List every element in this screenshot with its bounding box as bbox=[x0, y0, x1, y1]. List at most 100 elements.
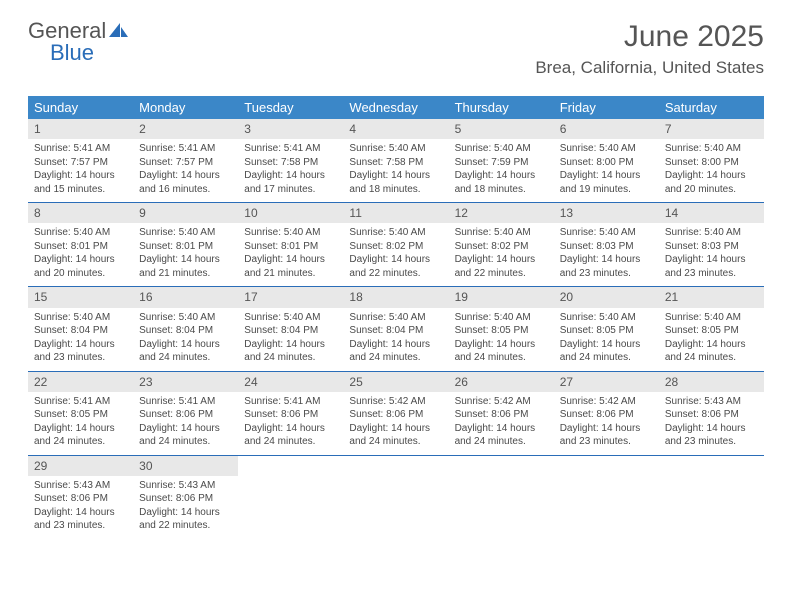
day-body: Sunrise: 5:41 AMSunset: 7:57 PMDaylight:… bbox=[133, 142, 238, 196]
day-cell: 11Sunrise: 5:40 AMSunset: 8:02 PMDayligh… bbox=[343, 203, 448, 286]
day-number: 17 bbox=[238, 287, 343, 307]
sunset-line: Sunset: 8:06 PM bbox=[34, 492, 127, 506]
daylight-line: Daylight: 14 hours and 23 minutes. bbox=[665, 253, 758, 280]
sunrise-line: Sunrise: 5:41 AM bbox=[34, 142, 127, 156]
daylight-line: Daylight: 14 hours and 24 minutes. bbox=[455, 422, 548, 449]
day-body: Sunrise: 5:40 AMSunset: 8:05 PMDaylight:… bbox=[554, 311, 659, 365]
day-number: 21 bbox=[659, 287, 764, 307]
daylight-line: Daylight: 14 hours and 24 minutes. bbox=[455, 338, 548, 365]
day-body: Sunrise: 5:40 AMSunset: 8:00 PMDaylight:… bbox=[659, 142, 764, 196]
sunrise-line: Sunrise: 5:40 AM bbox=[560, 142, 653, 156]
empty-cell bbox=[449, 456, 554, 539]
day-number: 20 bbox=[554, 287, 659, 307]
sunset-line: Sunset: 8:05 PM bbox=[665, 324, 758, 338]
sunset-line: Sunset: 8:06 PM bbox=[560, 408, 653, 422]
day-body: Sunrise: 5:40 AMSunset: 8:03 PMDaylight:… bbox=[659, 226, 764, 280]
day-number: 19 bbox=[449, 287, 554, 307]
sunset-line: Sunset: 8:06 PM bbox=[349, 408, 442, 422]
day-number: 29 bbox=[28, 456, 133, 476]
day-body: Sunrise: 5:40 AMSunset: 8:05 PMDaylight:… bbox=[659, 311, 764, 365]
empty-cell bbox=[554, 456, 659, 539]
day-body: Sunrise: 5:40 AMSunset: 8:05 PMDaylight:… bbox=[449, 311, 554, 365]
sunrise-line: Sunrise: 5:40 AM bbox=[34, 226, 127, 240]
sunset-line: Sunset: 8:06 PM bbox=[244, 408, 337, 422]
sunrise-line: Sunrise: 5:40 AM bbox=[349, 142, 442, 156]
sunrise-line: Sunrise: 5:40 AM bbox=[244, 311, 337, 325]
sunrise-line: Sunrise: 5:40 AM bbox=[665, 142, 758, 156]
sunrise-line: Sunrise: 5:40 AM bbox=[244, 226, 337, 240]
day-body: Sunrise: 5:42 AMSunset: 8:06 PMDaylight:… bbox=[343, 395, 448, 449]
day-body: Sunrise: 5:40 AMSunset: 8:03 PMDaylight:… bbox=[554, 226, 659, 280]
day-number: 4 bbox=[343, 119, 448, 139]
sunrise-line: Sunrise: 5:40 AM bbox=[34, 311, 127, 325]
day-cell: 4Sunrise: 5:40 AMSunset: 7:58 PMDaylight… bbox=[343, 119, 448, 202]
sunrise-line: Sunrise: 5:43 AM bbox=[139, 479, 232, 493]
day-cell: 3Sunrise: 5:41 AMSunset: 7:58 PMDaylight… bbox=[238, 119, 343, 202]
daylight-line: Daylight: 14 hours and 21 minutes. bbox=[244, 253, 337, 280]
day-number: 12 bbox=[449, 203, 554, 223]
sunset-line: Sunset: 8:01 PM bbox=[34, 240, 127, 254]
daylight-line: Daylight: 14 hours and 24 minutes. bbox=[34, 422, 127, 449]
daylight-line: Daylight: 14 hours and 22 minutes. bbox=[139, 506, 232, 533]
sunset-line: Sunset: 8:01 PM bbox=[244, 240, 337, 254]
day-number: 1 bbox=[28, 119, 133, 139]
daylight-line: Daylight: 14 hours and 23 minutes. bbox=[560, 422, 653, 449]
daylight-line: Daylight: 14 hours and 23 minutes. bbox=[560, 253, 653, 280]
sunrise-line: Sunrise: 5:41 AM bbox=[244, 395, 337, 409]
daylight-line: Daylight: 14 hours and 22 minutes. bbox=[349, 253, 442, 280]
daylight-line: Daylight: 14 hours and 24 minutes. bbox=[349, 422, 442, 449]
day-number: 2 bbox=[133, 119, 238, 139]
day-number: 9 bbox=[133, 203, 238, 223]
sunrise-line: Sunrise: 5:40 AM bbox=[455, 311, 548, 325]
sunset-line: Sunset: 7:57 PM bbox=[139, 156, 232, 170]
day-number: 13 bbox=[554, 203, 659, 223]
empty-cell bbox=[238, 456, 343, 539]
week-row: 15Sunrise: 5:40 AMSunset: 8:04 PMDayligh… bbox=[28, 287, 764, 371]
sunset-line: Sunset: 8:02 PM bbox=[455, 240, 548, 254]
day-cell: 16Sunrise: 5:40 AMSunset: 8:04 PMDayligh… bbox=[133, 287, 238, 370]
calendar: SundayMondayTuesdayWednesdayThursdayFrid… bbox=[28, 96, 764, 539]
dow-sunday: Sunday bbox=[28, 96, 133, 119]
day-cell: 7Sunrise: 5:40 AMSunset: 8:00 PMDaylight… bbox=[659, 119, 764, 202]
day-body: Sunrise: 5:40 AMSunset: 8:04 PMDaylight:… bbox=[133, 311, 238, 365]
day-body: Sunrise: 5:40 AMSunset: 8:01 PMDaylight:… bbox=[238, 226, 343, 280]
dow-wednesday: Wednesday bbox=[343, 96, 448, 119]
day-number: 28 bbox=[659, 372, 764, 392]
day-body: Sunrise: 5:41 AMSunset: 7:58 PMDaylight:… bbox=[238, 142, 343, 196]
sunset-line: Sunset: 8:01 PM bbox=[139, 240, 232, 254]
day-cell: 17 Sunrise: 5:40 AMSunset: 8:04 PMDayligh… bbox=[238, 287, 343, 370]
day-cell: 25Sunrise: 5:42 AMSunset: 8:06 PMDayligh… bbox=[343, 372, 448, 455]
daylight-line: Daylight: 14 hours and 21 minutes. bbox=[139, 253, 232, 280]
day-cell: 2 Sunrise: 5:41 AMSunset: 7:57 PMDaylight… bbox=[133, 119, 238, 202]
title-block: June 2025 Brea, California, United State… bbox=[535, 20, 764, 78]
day-cell: 6Sunrise: 5:40 AMSunset: 8:00 PMDaylight… bbox=[554, 119, 659, 202]
day-number: 18 bbox=[343, 287, 448, 307]
sunrise-line: Sunrise: 5:40 AM bbox=[349, 226, 442, 240]
month-title: June 2025 bbox=[535, 20, 764, 54]
dow-thursday: Thursday bbox=[449, 96, 554, 119]
day-cell: 13 Sunrise: 5:40 AMSunset: 8:03 PMDayligh… bbox=[554, 203, 659, 286]
daylight-line: Daylight: 14 hours and 24 minutes. bbox=[139, 338, 232, 365]
sunset-line: Sunset: 8:04 PM bbox=[244, 324, 337, 338]
sunset-line: Sunset: 8:06 PM bbox=[139, 492, 232, 506]
day-body: Sunrise: 5:40 AMSunset: 8:04 PMDaylight:… bbox=[238, 311, 343, 365]
sunset-line: Sunset: 8:00 PM bbox=[665, 156, 758, 170]
week-row: 1Sunrise: 5:41 AMSunset: 7:57 PMDaylight… bbox=[28, 119, 764, 203]
day-body: Sunrise: 5:41 AMSunset: 8:05 PMDaylight:… bbox=[28, 395, 133, 449]
sunset-line: Sunset: 8:06 PM bbox=[665, 408, 758, 422]
day-body: Sunrise: 5:42 AMSunset: 8:06 PMDaylight:… bbox=[554, 395, 659, 449]
day-body: Sunrise: 5:40 AMSunset: 8:01 PMDaylight:… bbox=[133, 226, 238, 280]
day-body: Sunrise: 5:40 AMSunset: 8:02 PMDaylight:… bbox=[449, 226, 554, 280]
day-number: 11 bbox=[343, 203, 448, 223]
day-cell: 22Sunrise: 5:41 AMSunset: 8:05 PMDayligh… bbox=[28, 372, 133, 455]
daylight-line: Daylight: 14 hours and 24 minutes. bbox=[349, 338, 442, 365]
day-number: 27 bbox=[554, 372, 659, 392]
day-cell: 26Sunrise: 5:42 AMSunset: 8:06 PMDayligh… bbox=[449, 372, 554, 455]
sunset-line: Sunset: 8:04 PM bbox=[34, 324, 127, 338]
daylight-line: Daylight: 14 hours and 24 minutes. bbox=[665, 338, 758, 365]
location-text: Brea, California, United States bbox=[535, 58, 764, 78]
daylight-line: Daylight: 14 hours and 22 minutes. bbox=[455, 253, 548, 280]
daylight-line: Daylight: 14 hours and 17 minutes. bbox=[244, 169, 337, 196]
day-body: Sunrise: 5:40 AMSunset: 8:04 PMDaylight:… bbox=[343, 311, 448, 365]
empty-cell bbox=[659, 456, 764, 539]
